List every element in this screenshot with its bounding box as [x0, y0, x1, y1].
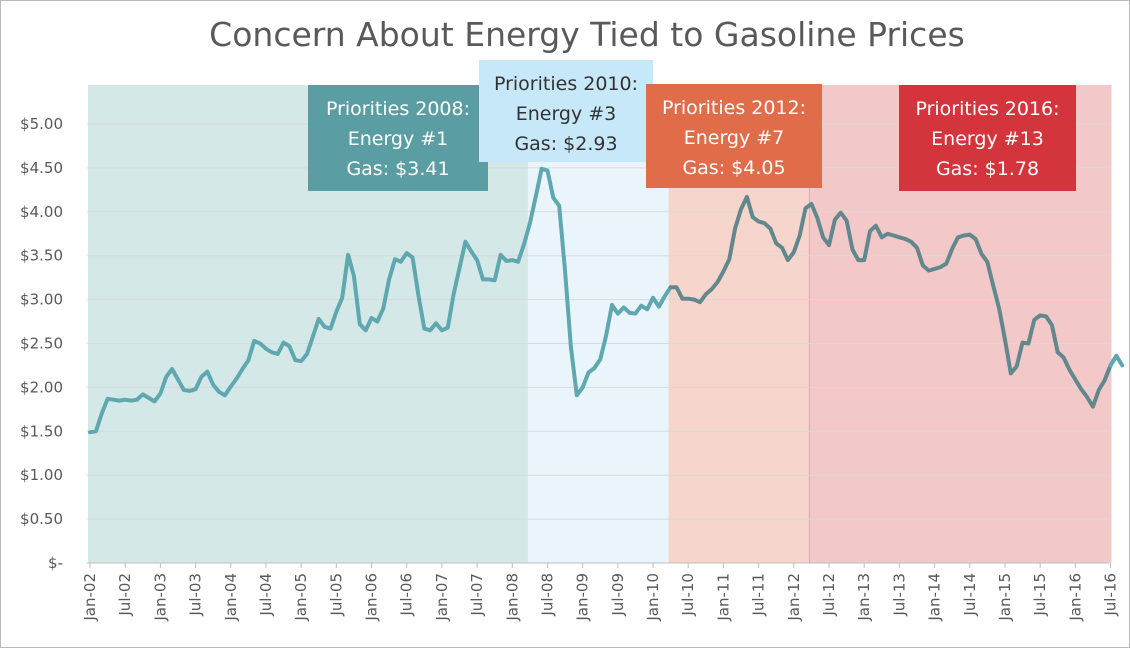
y-tick-label: $-	[48, 554, 63, 572]
y-tick-label: $4.50	[20, 159, 63, 177]
x-tick-label: Jul-06	[398, 573, 416, 617]
x-tick-label: Jan-08	[503, 573, 521, 622]
x-tick-label: Jul-11	[750, 573, 768, 617]
x-tick-label: Jul-07	[468, 573, 486, 617]
annotation-line: Gas: $2.93	[514, 133, 617, 155]
annotation-line: Gas: $4.05	[682, 157, 785, 179]
x-axis: Jan-02 Jul-02 Jan-03 Jul-03 Jan-04 Jul-04 Jan-…	[81, 562, 1120, 622]
annotation-line: Energy #13	[931, 128, 1044, 150]
series-segment-3	[1108, 353, 1125, 368]
x-tick-label: Jan-07	[433, 573, 451, 622]
annotation-box-2: Priorities 2010: Energy #3 Gas: $2.93	[479, 60, 653, 162]
y-axis-tick-labels: $- $0.50 $1.00 $1.50 $2.00 $2.50 $3.00 $3.50 $4.…	[20, 115, 63, 572]
y-tick-label: $1.00	[20, 466, 63, 484]
annotation-box-bg	[899, 85, 1076, 191]
y-tick-label: $3.00	[20, 291, 63, 309]
x-tick-label: Jan-06	[363, 573, 381, 622]
annotation-box-bg	[479, 60, 653, 162]
price-series-line	[88, 166, 1125, 435]
x-tick-label: Jul-13	[890, 573, 908, 617]
annotation-line: Energy #1	[348, 128, 449, 150]
annotation-line: Priorities 2008:	[326, 98, 470, 120]
x-tick-label: Jan-10	[644, 573, 662, 622]
x-tick-label: Jul-12	[820, 573, 838, 617]
annotation-box-3: Priorities 2012: Energy #7 Gas: $4.05	[646, 84, 822, 188]
x-tick-label: Jul-05	[327, 573, 345, 617]
annotation-line: Gas: $1.78	[936, 158, 1039, 180]
x-tick-label: Jan-11	[714, 573, 732, 622]
x-tick-label: Jan-15	[996, 573, 1014, 622]
annotation-box-bg	[308, 85, 488, 191]
y-tick-label: $2.00	[20, 378, 63, 396]
x-tick-label: Jan-04	[222, 573, 240, 622]
chart-title: Concern About Energy Tied to Gasoline Pr…	[209, 15, 965, 54]
y-tick-label: $5.00	[20, 115, 63, 133]
annotation-line: Priorities 2016:	[915, 98, 1059, 120]
x-tick-label: Jan-12	[785, 573, 803, 622]
x-tick-label: Jul-02	[116, 573, 134, 617]
x-tick-label: Jul-09	[609, 573, 627, 617]
y-tick-label: $0.50	[20, 510, 63, 528]
x-tick-label: Jul-08	[538, 573, 556, 617]
annotation-line: Energy #3	[516, 103, 617, 125]
annotation-line: Priorities 2010:	[494, 73, 638, 95]
x-tick-label: Jan-09	[574, 573, 592, 622]
x-tick-label: Jul-16	[1102, 573, 1120, 617]
x-tick-label: Jan-02	[81, 573, 99, 622]
x-tick-label: Jul-15	[1031, 573, 1049, 617]
annotation-line: Priorities 2012:	[662, 97, 806, 119]
annotation-line: Gas: $3.41	[346, 158, 449, 180]
series-segment-1	[88, 166, 673, 435]
x-tick-label: Jan-13	[855, 573, 873, 622]
series-segment-2	[668, 194, 1119, 409]
x-tick-label: Jan-03	[151, 573, 169, 622]
x-tick-label: Jul-10	[679, 573, 697, 617]
x-tick-label: Jul-03	[187, 573, 205, 617]
y-tick-label: $3.50	[20, 247, 63, 265]
x-tick-label: Jan-14	[926, 573, 944, 622]
x-tick-label: Jul-14	[961, 573, 979, 617]
annotation-line: Energy #7	[684, 127, 785, 149]
y-tick-label: $2.50	[20, 335, 63, 353]
annotation-box-1: Priorities 2008: Energy #1 Gas: $3.41	[308, 85, 488, 191]
x-tick-label: Jan-05	[292, 573, 310, 622]
annotation-box-4: Priorities 2016: Energy #13 Gas: $1.78	[899, 85, 1076, 191]
annotation-box-bg	[646, 84, 822, 188]
y-tick-label: $1.50	[20, 422, 63, 440]
x-tick-label: Jul-04	[257, 573, 275, 617]
x-tick-label: Jan-16	[1066, 573, 1084, 622]
y-tick-label: $4.00	[20, 203, 63, 221]
